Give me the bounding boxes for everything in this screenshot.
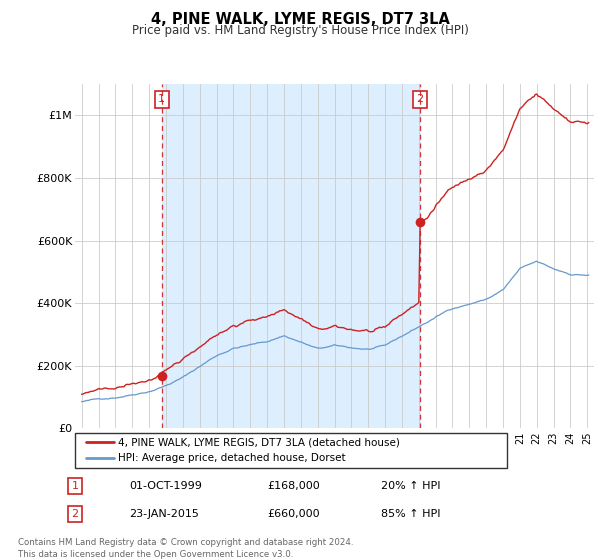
Text: 1: 1: [71, 481, 79, 491]
Text: 85% ↑ HPI: 85% ↑ HPI: [381, 509, 440, 519]
FancyBboxPatch shape: [75, 433, 507, 468]
Bar: [162, 84, 420, 428]
Text: 4, PINE WALK, LYME REGIS, DT7 3LA: 4, PINE WALK, LYME REGIS, DT7 3LA: [151, 12, 449, 27]
Text: 2: 2: [71, 509, 79, 519]
Text: Price paid vs. HM Land Registry's House Price Index (HPI): Price paid vs. HM Land Registry's House …: [131, 24, 469, 36]
Text: 01-OCT-1999: 01-OCT-1999: [129, 481, 202, 491]
Text: 20% ↑ HPI: 20% ↑ HPI: [381, 481, 440, 491]
Text: 1: 1: [158, 94, 165, 104]
Text: HPI: Average price, detached house, Dorset: HPI: Average price, detached house, Dors…: [118, 453, 346, 463]
Text: 23-JAN-2015: 23-JAN-2015: [129, 509, 199, 519]
Text: £168,000: £168,000: [267, 481, 320, 491]
Text: 2: 2: [416, 94, 424, 104]
Text: £660,000: £660,000: [267, 509, 320, 519]
Text: 4, PINE WALK, LYME REGIS, DT7 3LA (detached house): 4, PINE WALK, LYME REGIS, DT7 3LA (detac…: [118, 437, 400, 447]
Text: Contains HM Land Registry data © Crown copyright and database right 2024.
This d: Contains HM Land Registry data © Crown c…: [18, 538, 353, 559]
